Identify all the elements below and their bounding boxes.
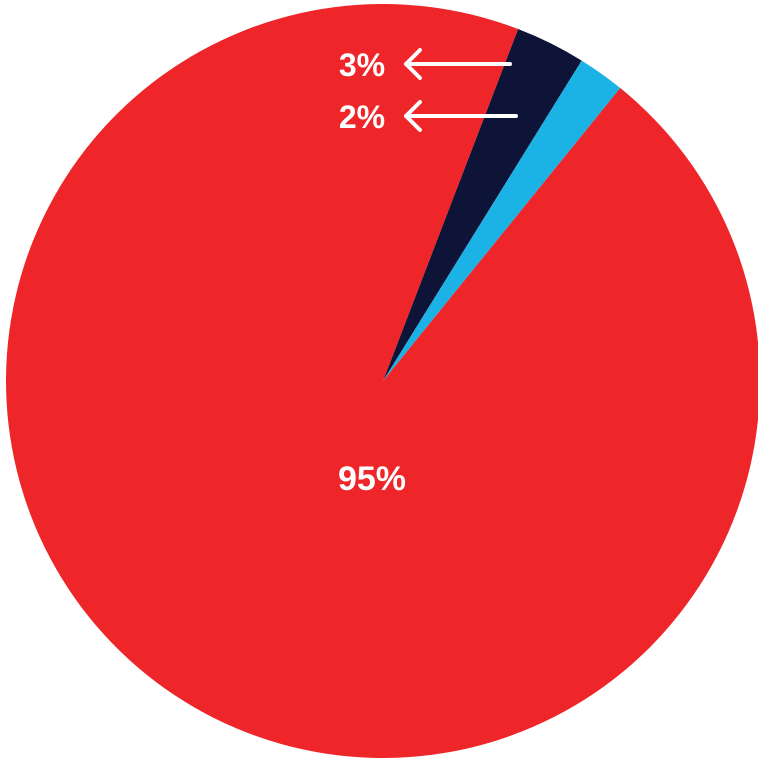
slice-label-3pct: 3% — [339, 47, 385, 83]
slice-label-2pct: 2% — [339, 99, 385, 135]
pie-slice-2pct — [383, 60, 621, 381]
pie-slice-95pct — [6, 4, 758, 758]
callout-arrow-2pct — [404, 100, 518, 132]
pie-slice-3pct — [383, 29, 582, 381]
callout-arrow-3pct — [404, 48, 512, 80]
slice-label-95pct: 95% — [338, 460, 406, 498]
